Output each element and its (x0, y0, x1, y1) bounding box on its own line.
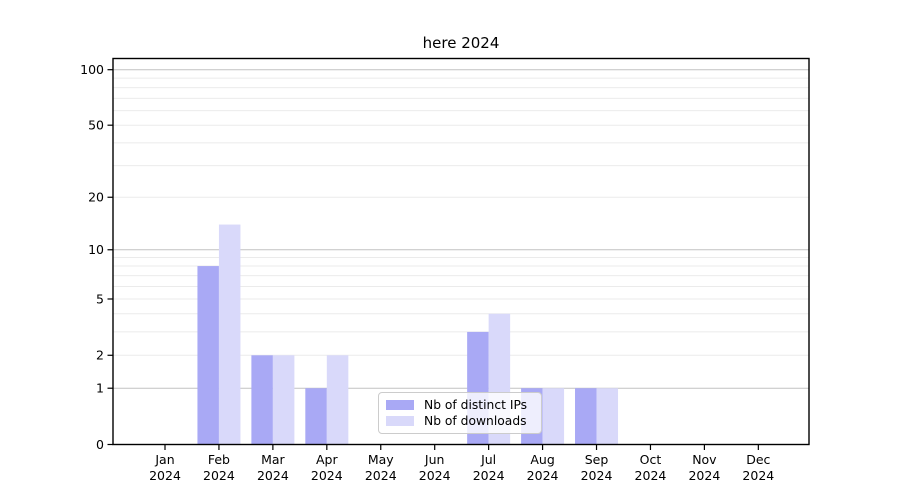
plot-frame (112, 57, 810, 446)
bar-distinct-ips (305, 388, 327, 445)
x-tick-label-month: Sep (585, 452, 609, 467)
y-tick-label: 50 (88, 117, 104, 132)
y-tick-label: 1 (96, 381, 104, 396)
x-tick-label-year: 2024 (257, 468, 289, 483)
legend-item-distinct-ips: Nb of distinct IPs (386, 398, 534, 413)
axis-layer: 0125102050100Jan2024Feb2024Mar2024Apr202… (80, 57, 810, 483)
x-tick-label-month: Aug (530, 452, 554, 467)
legend: Nb of distinct IPs Nb of downloads (378, 392, 542, 434)
y-tick-label: 2 (96, 348, 104, 363)
bar-downloads (542, 388, 565, 445)
bar-distinct-ips (197, 266, 219, 445)
x-tick-label-month: Mar (261, 452, 285, 467)
x-tick-label-month: May (368, 452, 394, 467)
legend-label-distinct-ips: Nb of distinct IPs (424, 398, 528, 412)
x-tick-label-year: 2024 (311, 468, 343, 483)
bar-downloads (218, 224, 241, 445)
bar-distinct-ips (575, 388, 597, 445)
x-tick-label-month: Jan (154, 452, 174, 467)
x-tick-label-year: 2024 (419, 468, 451, 483)
x-tick-label-month: Jun (424, 452, 445, 467)
bar-downloads (326, 355, 349, 445)
x-tick-label-year: 2024 (203, 468, 235, 483)
x-tick-label-year: 2024 (473, 468, 505, 483)
y-tick-label: 5 (96, 291, 104, 306)
legend-label-downloads: Nb of downloads (424, 414, 527, 428)
y-tick-label: 0 (96, 437, 104, 452)
x-tick-label-month: Oct (640, 452, 662, 467)
x-tick-label-month: Jul (480, 452, 496, 467)
y-tick-label: 100 (80, 62, 104, 77)
x-tick-label-month: Dec (746, 452, 770, 467)
x-tick-label-year: 2024 (581, 468, 613, 483)
bars-layer (197, 224, 619, 445)
x-tick-label-year: 2024 (365, 468, 397, 483)
y-tick-label: 20 (88, 190, 104, 205)
bar-distinct-ips (251, 355, 273, 445)
x-tick-label-year: 2024 (527, 468, 559, 483)
x-tick-label-year: 2024 (688, 468, 720, 483)
x-tick-label-month: Feb (208, 452, 230, 467)
x-tick-label-month: Apr (316, 452, 338, 467)
x-tick-label-year: 2024 (742, 468, 774, 483)
x-tick-label-year: 2024 (149, 468, 181, 483)
bar-downloads (596, 388, 619, 445)
legend-item-downloads: Nb of downloads (386, 414, 534, 429)
bar-downloads (272, 355, 295, 445)
x-tick-label-month: Nov (692, 452, 717, 467)
chart-title: here 2024 (422, 34, 500, 52)
y-tick-label: 10 (88, 242, 104, 257)
x-tick-label-year: 2024 (635, 468, 667, 483)
legend-swatch-downloads (386, 416, 414, 426)
legend-swatch-distinct-ips (386, 400, 414, 410)
